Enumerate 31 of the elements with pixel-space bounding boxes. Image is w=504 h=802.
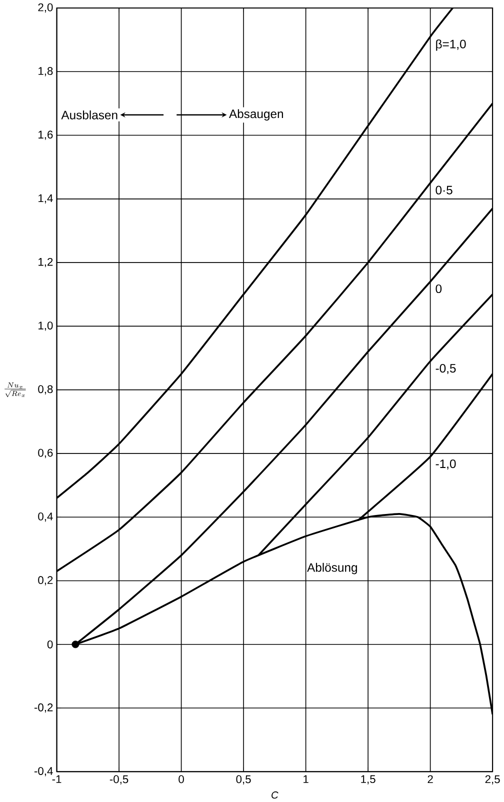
y-tick-label: 0,4: [38, 512, 53, 522]
annotation: Ausblasen: [61, 110, 118, 120]
y-axis-title: $\frac{Nu_x}{\sqrt{Re_x}}$: [4, 382, 26, 398]
y-tick-label: -0,2: [34, 703, 53, 713]
x-tick-label: 2: [428, 775, 434, 784]
text: Ablösung: [307, 562, 358, 574]
series-label: 0·5: [436, 186, 452, 194]
x-tick-label: 0: [178, 775, 184, 784]
series-label: -0,5: [436, 364, 456, 374]
series-label: -1,0: [436, 459, 456, 470]
y-tick-label: 0: [48, 640, 53, 648]
x-tick-label: 1,5: [361, 775, 376, 784]
y-tick-label: 0,2: [38, 576, 53, 586]
series-label: β=1,0: [436, 39, 466, 51]
y-tick-label: 2,0: [38, 3, 53, 13]
x-tick-label: 0,5: [236, 775, 251, 784]
y-tick-label: 1,2: [38, 258, 53, 268]
x-tick-label: 1: [304, 775, 309, 783]
x-tick-label: -1: [52, 775, 62, 783]
annotation: Absaugen: [229, 109, 284, 121]
x-tick-label: 2,5: [486, 775, 500, 784]
x-axis-title: C: [272, 791, 279, 799]
y-tick-label: 1,4: [38, 194, 53, 204]
y-tick-label: 1,6: [38, 130, 53, 140]
y-tick-label: 1,8: [38, 67, 53, 76]
y-tick-label: 0,8: [38, 385, 53, 394]
y-tick-label: 1,0: [38, 322, 53, 331]
x-tick-label: -0,5: [110, 775, 128, 784]
y-tick-label: 0,6: [38, 448, 53, 458]
series-label: 0: [436, 284, 442, 294]
y-tick-label: -0,4: [34, 767, 53, 776]
